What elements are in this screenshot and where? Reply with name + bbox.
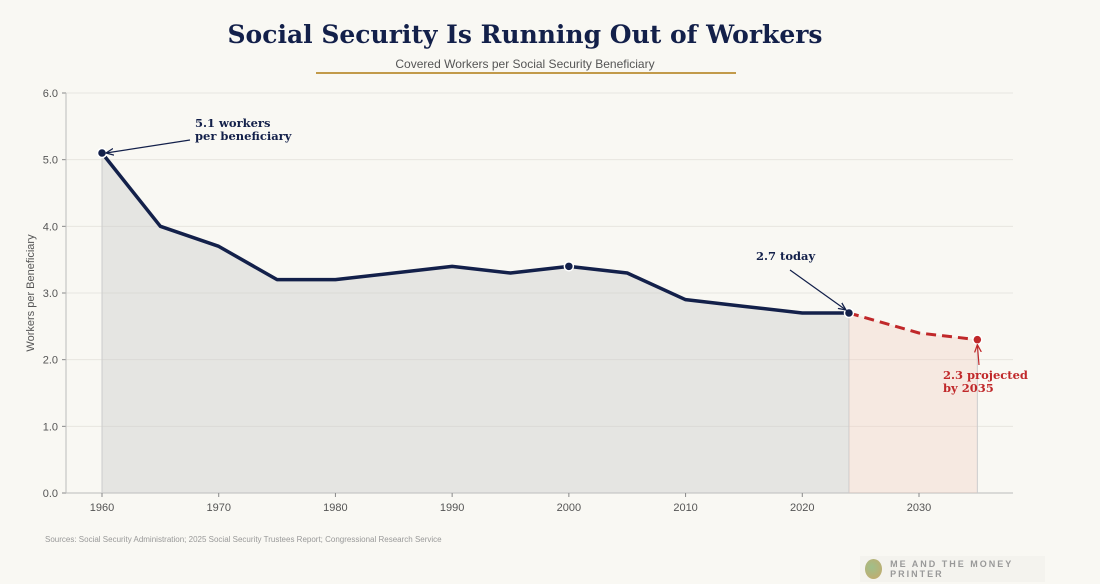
brand-watermark: ME AND THE MONEY PRINTER [860,556,1045,582]
annotation-label: 2.7 today [756,249,815,263]
x-tick-label: 2020 [790,502,814,514]
y-axis-label: Workers per Beneficiary [25,234,37,352]
annotation-line: by 2035 [943,381,994,395]
data-point [96,147,108,159]
y-tick-label: 4.0 [43,221,58,233]
annotation-line: per beneficiary [195,129,292,143]
chart-title: Social Security Is Running Out of Worker… [227,20,823,49]
annotation-arrow [106,139,191,153]
annotation-line: 2.7 today [756,249,815,263]
brand-logo-icon [865,559,883,579]
y-tick-label: 1.0 [43,421,58,433]
data-point [972,334,983,345]
x-tick-label: 1990 [440,502,464,514]
annotation-arrow [789,269,846,310]
area-historical [102,153,849,493]
x-tick-label: 2030 [907,502,931,514]
data-point [563,261,575,272]
annotation-line: 2.3 projected [943,368,1028,382]
x-tick-label: 2000 [557,502,581,514]
annotation-label: 5.1 workers per beneficiary [195,116,292,143]
source-note: Sources: Social Security Administration;… [45,535,442,544]
y-tick-label: 0.0 [43,488,58,500]
annotation-line: 5.1 workers [195,116,270,130]
chart-subtitle: Covered Workers per Social Security Bene… [395,57,655,71]
x-tick-label: 1970 [206,502,230,514]
y-tick-label: 3.0 [43,288,58,300]
x-tick-label: 1960 [90,502,114,514]
annotation-arrow [977,345,979,366]
x-tick-label: 2010 [673,502,697,514]
series-line-historical [100,151,849,315]
y-tick-label: 6.0 [43,88,58,100]
area-projected [848,313,978,493]
series-line-projected [848,311,978,342]
y-tick-label: 5.0 [43,155,58,167]
annotation-label: 2.3 projected by 2035 [943,368,1028,395]
y-tick-label: 2.0 [43,355,58,367]
title-divider [316,72,736,74]
x-tick-label: 1980 [323,502,347,514]
brand-name: ME AND THE MONEY PRINTER [890,559,1014,579]
